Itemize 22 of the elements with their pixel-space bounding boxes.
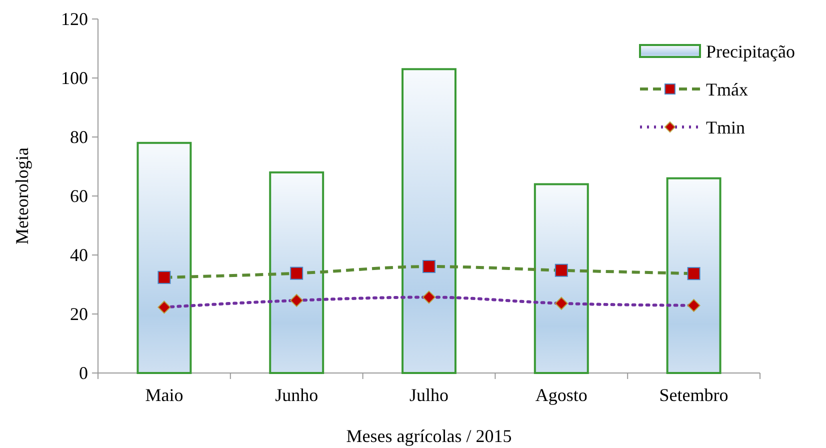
- y-tick-label: 80: [70, 126, 88, 147]
- y-tick-label: 100: [61, 68, 88, 88]
- y-axis-title: Meteorologia: [12, 148, 32, 244]
- x-tick-label: Maio: [145, 385, 184, 406]
- x-tick-label: Setembro: [659, 385, 728, 406]
- x-tick-label: Junho: [275, 385, 318, 406]
- legend-label: Precipitação: [706, 41, 795, 62]
- bar: [136, 142, 192, 374]
- bar: [666, 177, 722, 374]
- y-tick-label: 20: [70, 304, 88, 324]
- bar: [534, 183, 589, 374]
- legend-label: Tmin: [706, 117, 745, 138]
- y-tick-label: 40: [70, 244, 88, 265]
- y-tick-label: 120: [61, 8, 88, 29]
- y-tick-label: 0: [79, 362, 88, 383]
- x-axis-title: Meses agrícolas / 2015: [346, 426, 512, 446]
- legend-label: Tmáx: [706, 79, 748, 100]
- x-tick-label: Julho: [409, 385, 449, 406]
- x-tick-label: Agosto: [535, 385, 588, 406]
- bar: [269, 171, 324, 374]
- y-tick-label: 60: [70, 186, 88, 206]
- bar: [402, 68, 456, 374]
